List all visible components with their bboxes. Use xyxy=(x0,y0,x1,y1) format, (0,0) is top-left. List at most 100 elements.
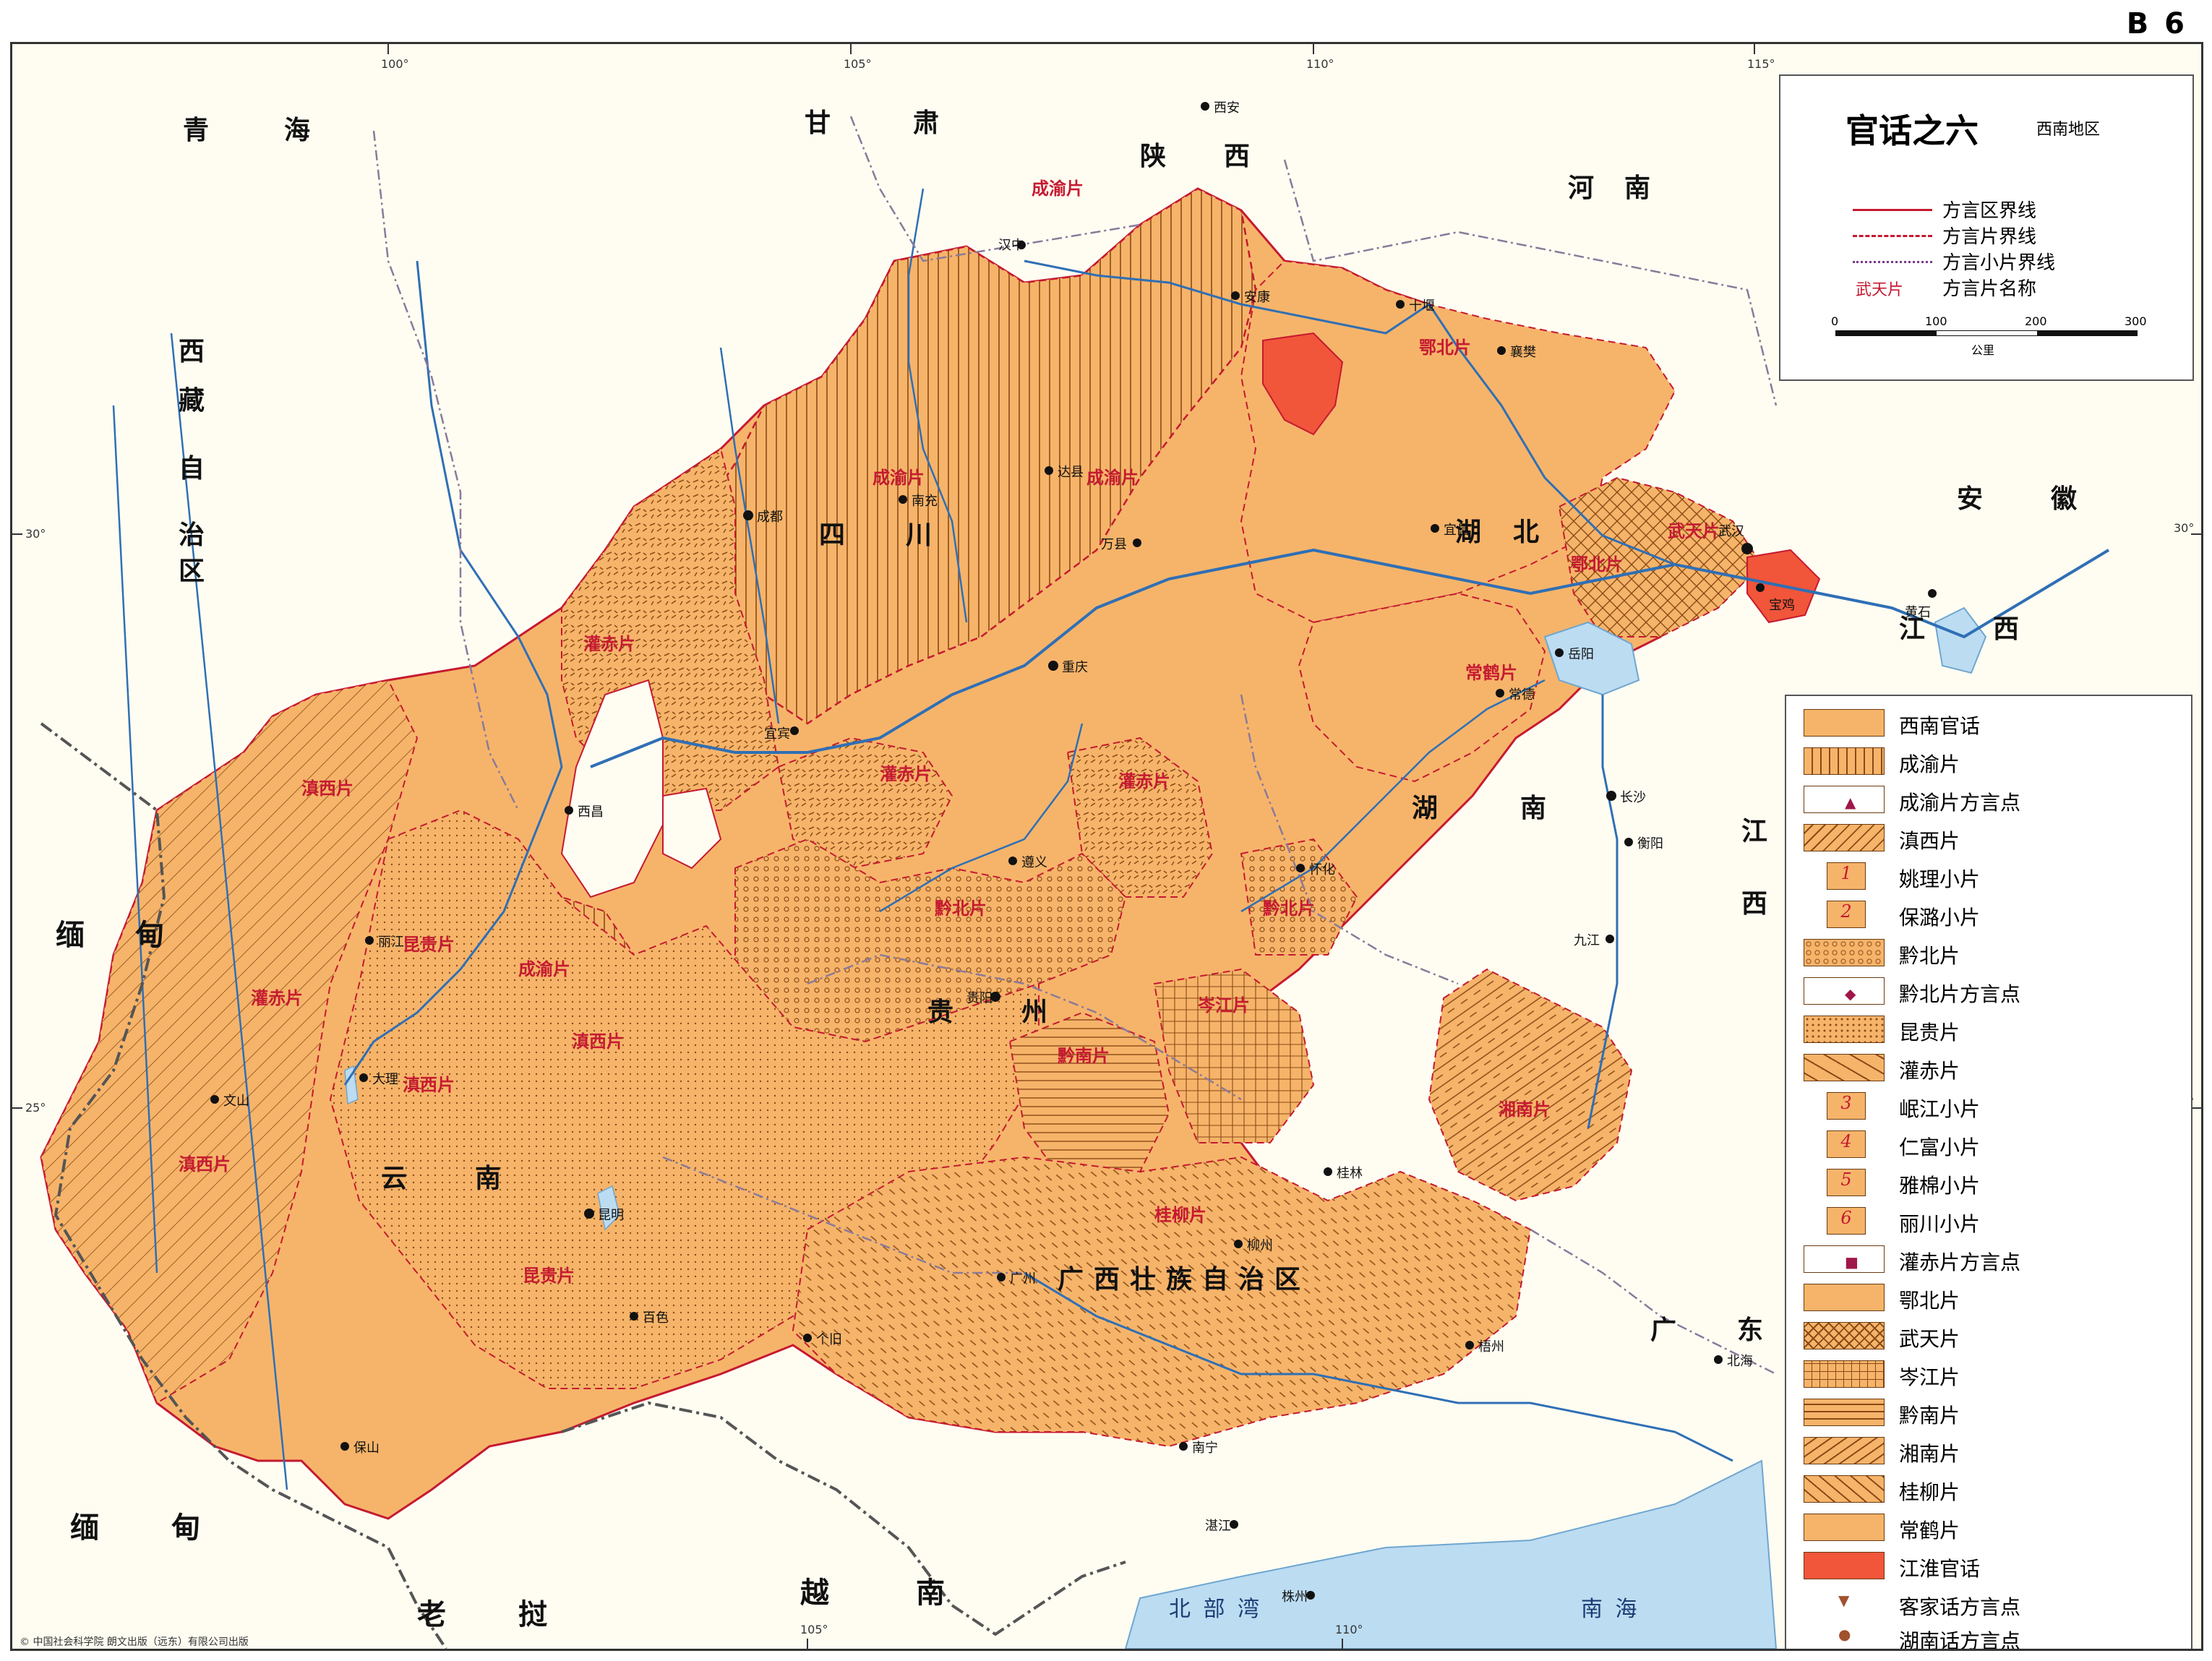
erhai-lake xyxy=(344,1065,359,1105)
pian-label: 滇西片 xyxy=(301,778,353,799)
scale-tick: 100 xyxy=(1925,314,1947,328)
pian-sample: 武天片 xyxy=(1856,281,1904,299)
legend-box: 西南官话 成渝片 ▲ 成渝片方言点 滇西片 1 姚理小片 2 保潞小片 黔北片 ◆ 黔北… xyxy=(1785,695,2192,1651)
city-label: 长沙 xyxy=(1620,790,1646,805)
legend-item: 鄂北片 xyxy=(1798,1281,2188,1313)
jialing-river xyxy=(907,188,968,623)
scale-tick: 300 xyxy=(2125,314,2147,328)
city-label: 九江 xyxy=(1574,933,1600,948)
xiang-river xyxy=(1587,695,1619,1129)
legend-item: 4 仁富小片 xyxy=(1798,1128,2188,1159)
legend-item: 武天片 xyxy=(1798,1319,2188,1351)
province-label: 自 xyxy=(1202,1265,1230,1295)
country-label: 挝 xyxy=(518,1598,552,1631)
wutian-pian-area xyxy=(1558,476,1763,638)
lon-label: 110° xyxy=(1306,57,1334,71)
subpian-4-icon: 4 xyxy=(1827,1130,1866,1158)
legend-item: 桂柳片 xyxy=(1798,1472,2188,1504)
legend-item: ▲ 成渝片方言点 xyxy=(1798,783,2188,815)
map-subtitle: 西南地区 xyxy=(2036,121,2101,139)
province-boundary xyxy=(372,116,1778,1375)
cenjiang-pian-area xyxy=(1153,968,1315,1143)
country-label: 缅 xyxy=(70,1511,103,1545)
province-label: 江 xyxy=(1741,817,1770,846)
pian-label: 成渝片 xyxy=(1032,179,1084,199)
grid-swatch-icon xyxy=(1804,1360,1885,1388)
hatch-swatch-icon xyxy=(1804,1437,1885,1464)
chengyu-pian-area xyxy=(705,187,1257,725)
lon-label: 105° xyxy=(844,57,872,71)
city-label: 岳阳 xyxy=(1568,647,1594,662)
map-title: 官话之六 xyxy=(1846,111,1979,150)
city-label: 衡阳 xyxy=(1637,836,1663,851)
city-label: 桂林 xyxy=(1337,1166,1363,1181)
nu-river xyxy=(112,405,158,1274)
subpian-1-icon: 1 xyxy=(1827,862,1866,890)
map-frame: 100° 105° 110° 115° 105° 110° 115° 30° 2… xyxy=(10,42,2203,1651)
city-label: 十堰 xyxy=(1409,299,1435,314)
province-label: 南 xyxy=(1520,794,1548,823)
legend-item: ◆ 黔北片方言点 xyxy=(1798,974,2188,1006)
province-label: 西 xyxy=(1993,614,2021,644)
legend-item: 西南官话 xyxy=(1798,706,2188,738)
line-legend-label: 方言片界线 xyxy=(1942,226,2037,248)
province-label: 青 xyxy=(183,116,211,145)
sea-label: 南 海 xyxy=(1581,1597,1640,1622)
dialect-pian-line-icon xyxy=(1853,235,1932,237)
legend-item: 5 雅棉小片 xyxy=(1798,1166,2188,1198)
province-label: 云 xyxy=(381,1164,409,1193)
jinsha-river xyxy=(343,260,563,1086)
country-label: 老 xyxy=(417,1598,450,1631)
city-label: 柳州 xyxy=(1247,1238,1273,1253)
wu-river xyxy=(879,723,1084,913)
city-label: 西昌 xyxy=(578,804,604,820)
legend-item: ■ 灌赤片方言点 xyxy=(1798,1242,2188,1274)
circle-icon: ● xyxy=(1838,1626,1851,1643)
title-box: 官话之六 西南地区 方言区界线 方言片界线 方言小片界线 武天片 方言片名称 0… xyxy=(1779,74,2194,381)
city-label: 北海 xyxy=(1727,1354,1753,1369)
city-label: 成都 xyxy=(757,510,783,525)
solid-swatch-icon xyxy=(1804,709,1885,737)
province-label: 西 xyxy=(179,337,207,366)
horizontal-lines-swatch-icon xyxy=(1804,1399,1885,1426)
legend-item: ● 湖南话方言点 xyxy=(1838,1626,2021,1651)
jianghuai-zhuxi-area xyxy=(1262,332,1344,436)
fine-dots-swatch-icon xyxy=(1804,1016,1885,1043)
province-label: 贵 xyxy=(927,997,956,1027)
vertical-lines-swatch-icon xyxy=(1804,747,1885,775)
subpian-2-icon: 2 xyxy=(1827,901,1866,928)
tibetan-enclave xyxy=(560,679,664,898)
pian-label: 成渝片 xyxy=(518,959,570,979)
diagonal-dash-swatch-icon xyxy=(1804,1475,1885,1503)
square-icon: ■ xyxy=(1845,1253,1859,1271)
country-label: 甸 xyxy=(135,919,168,952)
qiannan-pian-area xyxy=(1008,1011,1170,1188)
legend-item: 黔北片 xyxy=(1798,936,2188,968)
city-label: 南充 xyxy=(912,494,938,509)
pian-label: 黔北片 xyxy=(1263,898,1315,919)
province-label: 壮 xyxy=(1130,1265,1158,1295)
province-label: 西 xyxy=(1224,142,1252,171)
dialect-area-line-icon xyxy=(1853,209,1932,211)
dashes-swatch-icon xyxy=(1804,1054,1885,1081)
pian-label: 黔北片 xyxy=(935,898,987,919)
yi-enclave xyxy=(662,787,722,870)
city-label: 个旧 xyxy=(816,1332,842,1347)
province-label: 西 xyxy=(1741,889,1770,919)
city-label: 梧州 xyxy=(1478,1339,1504,1355)
lat-label: 30° xyxy=(25,527,46,541)
province-label: 甘 xyxy=(805,108,833,138)
city-label: 文山 xyxy=(223,1094,249,1109)
lon-label: 100° xyxy=(381,57,409,71)
pian-label: 灌赤片 xyxy=(251,988,303,1008)
yangtze-river xyxy=(590,548,2110,768)
city-label: 万县 xyxy=(1101,537,1127,552)
city-label: 株州 xyxy=(1282,1589,1308,1605)
pian-label: 滇西片 xyxy=(403,1075,455,1095)
legend-item: 昆贵片 xyxy=(1798,1013,2188,1044)
city-label: 昆明 xyxy=(598,1208,624,1223)
city-label: 南宁 xyxy=(1192,1441,1218,1456)
line-legend-label: 方言区界线 xyxy=(1942,200,2037,222)
subpian-3-icon: 3 xyxy=(1827,1092,1866,1120)
legend-item: 黔南片 xyxy=(1798,1396,2188,1428)
